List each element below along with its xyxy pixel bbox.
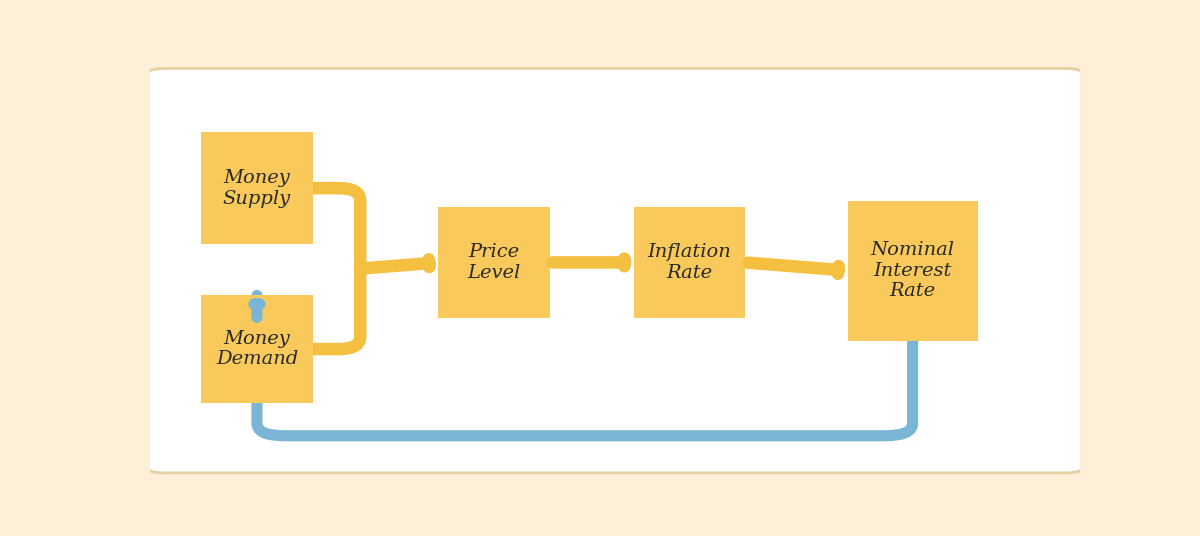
FancyBboxPatch shape <box>847 200 978 341</box>
FancyBboxPatch shape <box>202 132 313 244</box>
Text: Price
Level: Price Level <box>468 243 521 282</box>
FancyBboxPatch shape <box>634 207 745 318</box>
Text: Inflation
Rate: Inflation Rate <box>648 243 731 282</box>
FancyBboxPatch shape <box>438 207 550 318</box>
Text: Money
Demand: Money Demand <box>216 330 298 368</box>
FancyBboxPatch shape <box>145 69 1085 473</box>
FancyBboxPatch shape <box>202 295 313 403</box>
Text: Money
Supply: Money Supply <box>223 169 292 207</box>
Text: Nominal
Interest
Rate: Nominal Interest Rate <box>870 241 955 301</box>
